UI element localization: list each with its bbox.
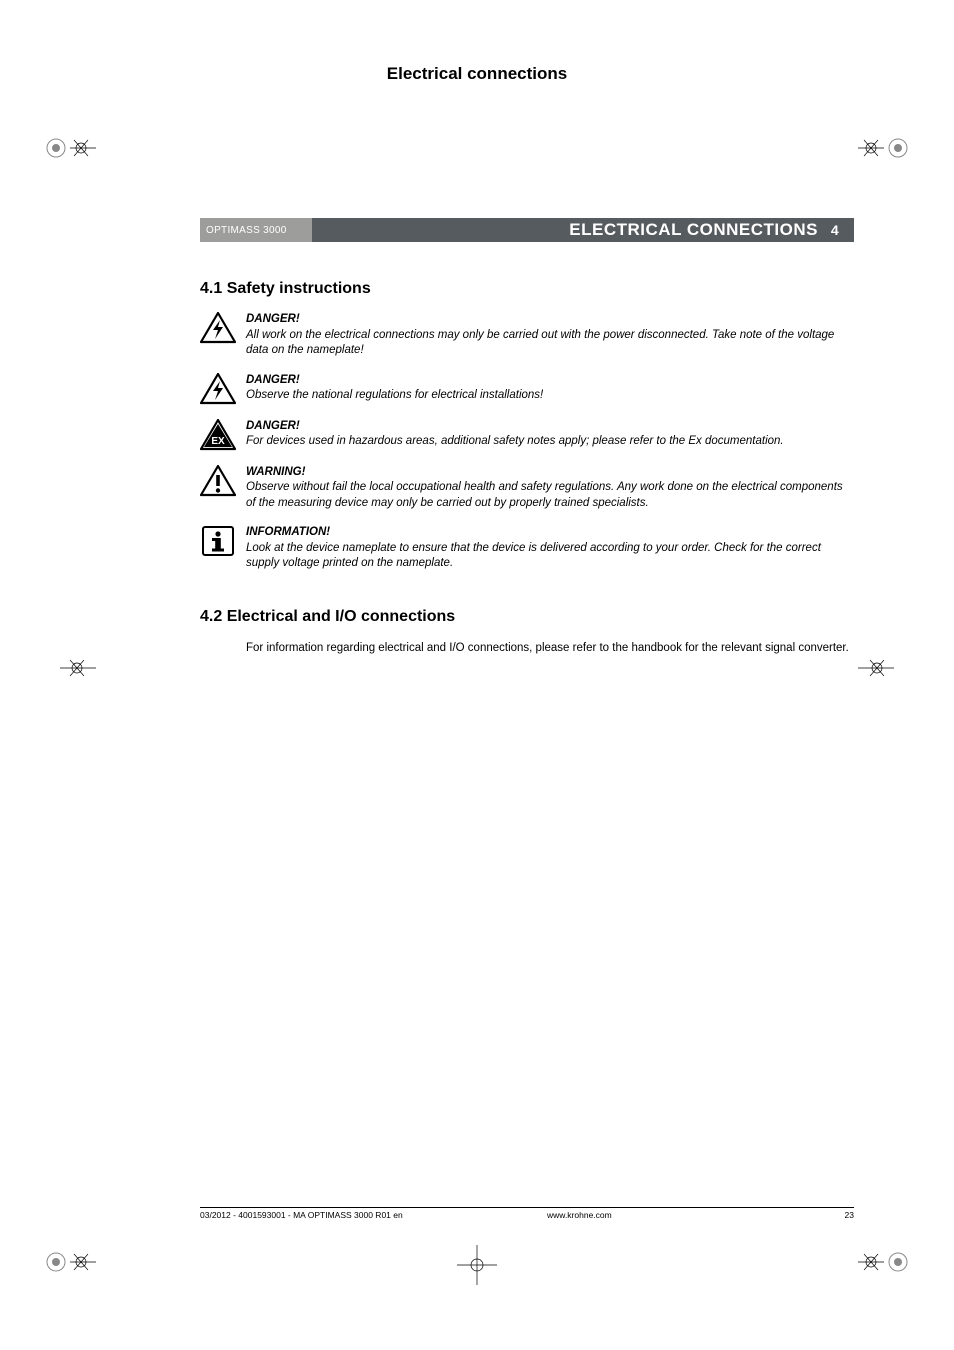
- danger-electric-icon: [200, 373, 236, 405]
- information-icon: [200, 525, 236, 572]
- crop-mark-bottom-left: [40, 1234, 96, 1290]
- notice-text: All work on the electrical connections m…: [246, 328, 854, 359]
- notice-label: DANGER!: [246, 373, 854, 389]
- notice-body: DANGER!For devices used in hazardous are…: [246, 419, 854, 451]
- notice-row: DANGER!Observe the national regulations …: [200, 373, 854, 405]
- notice-row: DANGER!All work on the electrical connec…: [200, 312, 854, 359]
- notice-text: Observe the national regulations for ele…: [246, 388, 854, 404]
- crop-mark-mid-right: [858, 640, 914, 696]
- page-footer: 03/2012 - 4001593001 - MA OPTIMASS 3000 …: [200, 1207, 854, 1220]
- chapter-title-bar: ELECTRICAL CONNECTIONS 4: [312, 218, 854, 242]
- notice-label: WARNING!: [246, 465, 854, 481]
- notice-label: DANGER!: [246, 312, 854, 328]
- warning-icon: [200, 465, 236, 512]
- section-4-1-heading: 4.1 Safety instructions: [200, 280, 854, 298]
- notice-body: DANGER!All work on the electrical connec…: [246, 312, 854, 359]
- notice-text: Look at the device nameplate to ensure t…: [246, 541, 854, 572]
- notice-body: WARNING!Observe without fail the local o…: [246, 465, 854, 512]
- crop-mark-top-left: [40, 120, 96, 176]
- product-name: OPTIMASS 3000: [200, 218, 312, 242]
- crop-mark-bottom-center: [457, 1245, 497, 1290]
- crop-mark-bottom-right: [858, 1234, 914, 1290]
- notice-text: For devices used in hazardous areas, add…: [246, 434, 854, 450]
- notice-label: DANGER!: [246, 419, 854, 435]
- notice-body: INFORMATION!Look at the device nameplate…: [246, 525, 854, 572]
- notice-row: WARNING!Observe without fail the local o…: [200, 465, 854, 512]
- page-top-title: Electrical connections: [0, 64, 954, 84]
- danger-electric-icon: [200, 312, 236, 359]
- crop-mark-mid-left: [40, 640, 96, 696]
- footer-url: www.krohne.com: [477, 1210, 824, 1220]
- chapter-header: OPTIMASS 3000 ELECTRICAL CONNECTIONS 4: [200, 218, 854, 242]
- notice-row: EX DANGER!For devices used in hazardous a…: [200, 419, 854, 451]
- notice-text: Observe without fail the local occupatio…: [246, 480, 854, 511]
- footer-page-num: 23: [824, 1210, 854, 1220]
- notice-label: INFORMATION!: [246, 525, 854, 541]
- chapter-number: 4: [826, 221, 844, 239]
- crop-mark-top-right: [858, 120, 914, 176]
- danger-ex-icon: EX: [200, 419, 236, 451]
- section-4-2-heading: 4.2 Electrical and I/O connections: [200, 608, 854, 626]
- notice-row: INFORMATION!Look at the device nameplate…: [200, 525, 854, 572]
- section-4-2-body: For information regarding electrical and…: [246, 640, 854, 656]
- chapter-title: ELECTRICAL CONNECTIONS: [569, 220, 818, 240]
- page-content: 4.1 Safety instructions DANGER!All work …: [200, 280, 854, 656]
- footer-doc-id: 03/2012 - 4001593001 - MA OPTIMASS 3000 …: [200, 1210, 477, 1220]
- svg-text:EX: EX: [211, 436, 225, 447]
- notice-body: DANGER!Observe the national regulations …: [246, 373, 854, 405]
